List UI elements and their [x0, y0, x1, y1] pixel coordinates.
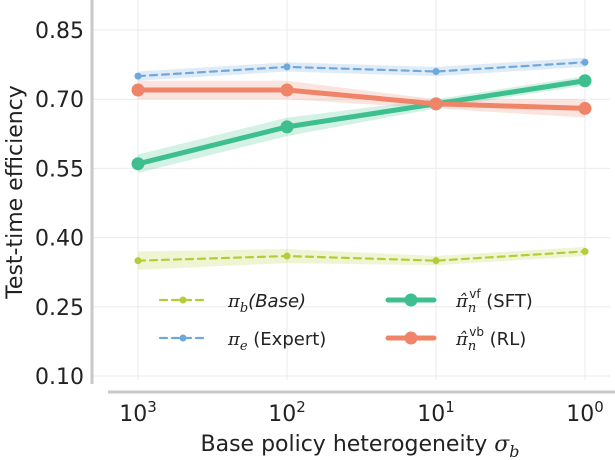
x-tick-label: 101 — [417, 398, 455, 427]
y-tick-label: 0.10 — [35, 365, 84, 390]
x-tick-label: 103 — [119, 398, 157, 427]
axes — [90, 0, 615, 394]
data-point — [578, 101, 592, 115]
legend-item: π̂nvf (SFT) — [385, 287, 533, 316]
grid — [92, 0, 610, 380]
data-point — [283, 252, 291, 260]
y-tick-label: 0.55 — [35, 157, 84, 182]
data-point — [578, 74, 592, 88]
y-tick-label: 0.85 — [35, 19, 84, 44]
legend-label: π̂nvf (SFT) — [455, 287, 533, 316]
data-point — [280, 120, 294, 134]
data-point — [131, 157, 145, 171]
x-tick-label: 100 — [566, 398, 604, 427]
data-point — [432, 257, 440, 265]
legend-label: π̂nvb (RL) — [455, 325, 526, 354]
data-point — [134, 72, 142, 80]
data-point — [280, 83, 294, 97]
series-lines — [131, 58, 592, 265]
series-line — [135, 87, 588, 111]
series-line — [136, 250, 587, 262]
legend-marker — [179, 334, 187, 342]
legend-label: πb(Base) — [227, 291, 306, 316]
y-tick-label: 0.25 — [35, 296, 84, 321]
y-axis-title: Test-time efficiency — [3, 85, 28, 300]
tick-labels: 0.10 0.25 0.40 0.55 0.70 0.85 103 102 101 100 — [35, 19, 604, 427]
y-tick-label: 0.40 — [35, 227, 84, 252]
data-point — [581, 247, 589, 255]
data-point — [283, 63, 291, 71]
x-tick-label: 102 — [268, 398, 306, 427]
legend-marker — [404, 331, 418, 345]
legend-marker — [404, 293, 418, 307]
legend: πb(Base) πe (Expert) π̂nvf (SFT) π̂nvb (RL) — [158, 287, 533, 354]
data-point — [131, 83, 145, 97]
legend-item: π̂nvb (RL) — [385, 325, 526, 354]
data-point — [134, 257, 142, 265]
y-tick-label: 0.70 — [35, 88, 84, 113]
data-point — [432, 68, 440, 76]
x-axis-title: Base policy heterogeneity σb — [201, 432, 520, 460]
data-point — [429, 97, 443, 111]
data-point — [581, 58, 589, 66]
series-line — [136, 61, 587, 78]
legend-item: πe (Expert) — [158, 329, 326, 354]
legend-label: πe (Expert) — [227, 329, 326, 354]
legend-marker — [179, 296, 187, 304]
legend-item: πb(Base) — [158, 291, 306, 316]
series-line — [135, 78, 588, 167]
